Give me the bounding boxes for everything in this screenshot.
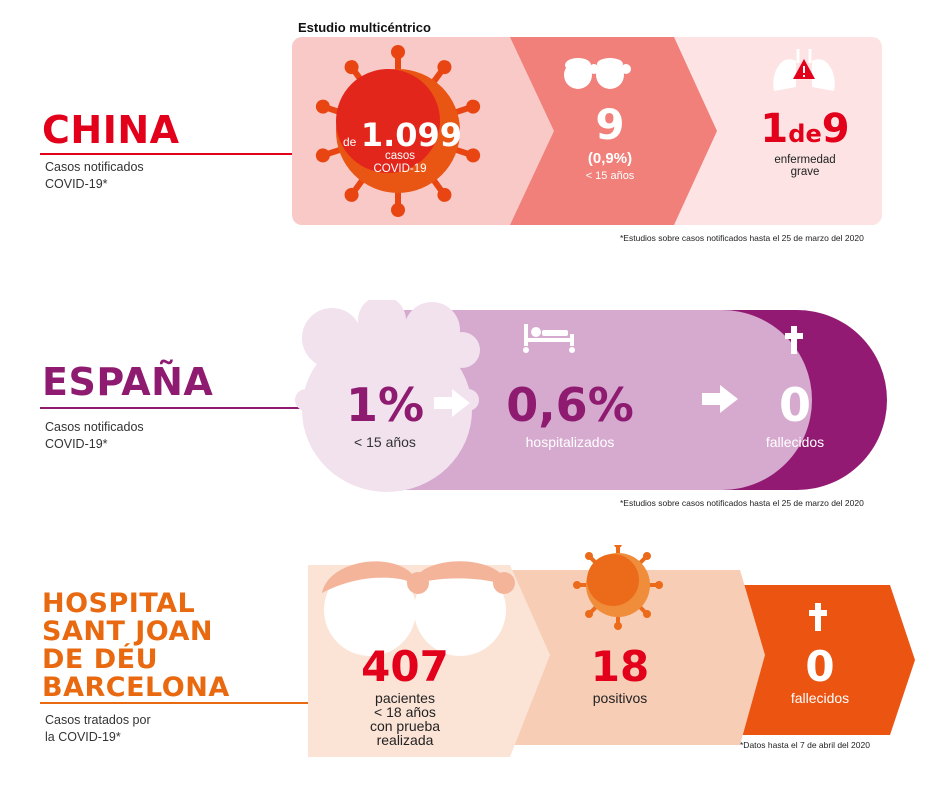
china-severe-ratio: 1de9 (740, 106, 870, 152)
children-icon (324, 564, 506, 656)
spain-subtitle-line1: Casos notificados (45, 420, 144, 434)
virus-icon (573, 545, 663, 630)
china-cases-prefix: de (343, 135, 357, 149)
china-children-label: < 15 años (585, 170, 635, 182)
spain-deaths-label: fallecidos (765, 434, 825, 450)
china-severe-ratio-9: 9 (821, 106, 850, 152)
hospital-title-line4: BARCELONA (42, 672, 230, 703)
hospital-deaths-value: 0 (805, 642, 835, 691)
spain-children-label: < 15 años (354, 434, 416, 450)
china-chevron-middle (510, 37, 717, 225)
china-children-value: 9 (595, 100, 625, 149)
china-cases-label: casos COVID-19 (360, 150, 440, 176)
hospital-panel (308, 545, 915, 757)
hospital-patients-line1: pacientes (375, 690, 435, 706)
hospital-deaths-label: fallecidos (790, 690, 850, 706)
china-subtitle: Casos notificados COVID-19* (45, 159, 144, 193)
spain-panel (295, 300, 887, 492)
virus-icon (315, 45, 481, 217)
spain-hospital-value: 0,6% (506, 378, 634, 432)
spain-subtitle: Casos notificados COVID-19* (45, 419, 144, 453)
china-cases-line1: casos (384, 150, 416, 162)
spain-deaths-value: 0 (778, 378, 811, 432)
china-severe-line1: enfermedad (774, 154, 836, 166)
spain-child-head (295, 300, 480, 492)
china-severe-line2: grave (790, 166, 820, 178)
spain-divider (40, 407, 300, 409)
hospital-subtitle: Casos tratados por la COVID-19* (45, 712, 151, 746)
china-cases: de 1.099 (343, 116, 463, 154)
china-subtitle-line2: COVID-19* (45, 177, 108, 191)
hospital-title: HOSPITAL SANT JOAN DE DÉU BARCELONA (42, 590, 230, 702)
hospital-subtitle-line2: la COVID-19* (45, 730, 121, 744)
china-severe-ratio-de: de (788, 120, 822, 148)
hospital-patients-value: 407 (361, 642, 449, 691)
china-panel (292, 37, 882, 225)
study-label: Estudio multicéntrico (298, 20, 431, 35)
china-cases-value: 1.099 (360, 116, 463, 154)
china-cases-line2: COVID-19 (373, 163, 427, 175)
hospital-patients-line2: < 18 años (374, 704, 436, 720)
hospital-chevron-mid (500, 570, 765, 745)
china-divider (40, 153, 295, 155)
china-severe-ratio-1: 1 (760, 106, 789, 152)
spain-footnote: *Estudios sobre casos notificados hasta … (620, 498, 864, 508)
china-severe-label: enfermedad grave (755, 154, 855, 178)
spain-hospital-label: hospitalizados (525, 434, 615, 450)
hospital-patients-line3: con prueba (369, 718, 441, 734)
arrow-icon (434, 389, 470, 417)
china-title: CHINA (42, 108, 180, 152)
china-subtitle-line1: Casos notificados (45, 160, 144, 174)
children-hair (322, 561, 515, 594)
hospital-patients-label: pacientes < 18 años con prueba realizada (350, 691, 460, 747)
hospital-title-line1: HOSPITAL (42, 588, 196, 619)
china-children-percent: (0,9%) (587, 150, 633, 167)
china-footnote: *Estudios sobre casos notificados hasta … (620, 233, 864, 243)
spain-title: ESPAÑA (42, 360, 214, 404)
arrow-icon-2 (702, 385, 738, 413)
cross-icon (785, 326, 803, 354)
hospital-title-line3: DE DÉU (42, 644, 159, 675)
hospital-positive-value: 18 (590, 642, 650, 691)
cross-icon (809, 603, 827, 631)
hospital-chevron-right (720, 585, 915, 735)
hospital-title-line2: SANT JOAN (42, 616, 214, 647)
hospital-subtitle-line1: Casos tratados por (45, 713, 151, 727)
hospital-divider (40, 702, 308, 704)
hospital-patients-line4: realizada (376, 732, 434, 748)
hospital-bed-icon (523, 324, 575, 353)
spain-pill-mid (392, 310, 812, 490)
lungs-warning-icon (773, 49, 835, 91)
hospital-footnote: *Datos hasta el 7 de abril del 2020 (740, 740, 870, 750)
hospital-positive-label: positivos (592, 690, 648, 706)
spain-subtitle-line2: COVID-19* (45, 437, 108, 451)
spain-children-value: 1% (345, 378, 425, 432)
children-icon (564, 58, 631, 89)
